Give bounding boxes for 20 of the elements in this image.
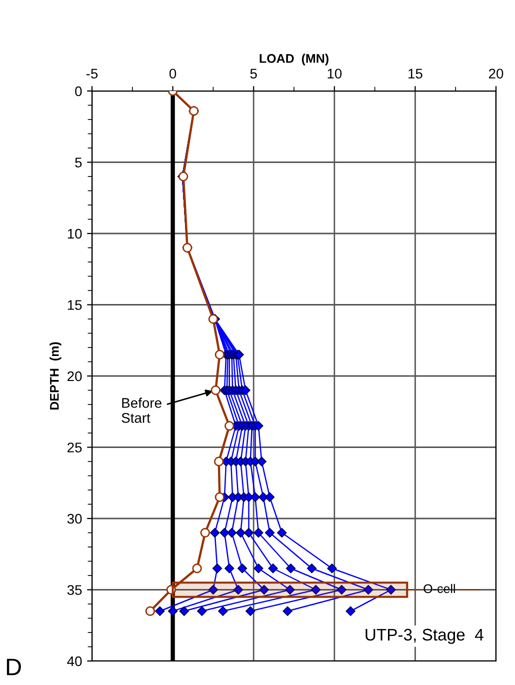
x-axis-title: LOAD (MN) — [260, 54, 328, 66]
y-tick-label: 5 — [75, 158, 82, 168]
x-tick-label: 20 — [488, 68, 504, 79]
y-tick-label: 35 — [67, 585, 82, 595]
y-axis-title: DEPTH (m) — [50, 342, 62, 410]
x-tick-label: -5 — [86, 68, 98, 79]
text: D — [6, 658, 21, 676]
x-tick-label: 0 — [169, 68, 176, 79]
annotation: Before Start — [122, 398, 162, 423]
y-tick-label: 0 — [75, 86, 82, 96]
annotation: UTP-3, Stage 4 — [366, 628, 484, 644]
x-tick-label: 5 — [250, 68, 257, 79]
y-tick-label: 20 — [68, 371, 82, 382]
y-tick-label: 15 — [68, 300, 82, 310]
x-tick-label: 10 — [328, 68, 342, 79]
x-tick-label: 15 — [408, 68, 422, 79]
y-tick-label: 10 — [68, 228, 82, 239]
y-tick-label: 25 — [68, 442, 82, 452]
y-tick-label: 30 — [67, 514, 82, 524]
y-tick-label: 40 — [67, 656, 82, 666]
